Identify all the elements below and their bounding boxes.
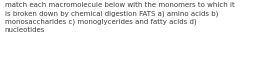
Text: match each macromolecule below with the monomers to which it
is broken down by c: match each macromolecule below with the … [5, 2, 234, 33]
